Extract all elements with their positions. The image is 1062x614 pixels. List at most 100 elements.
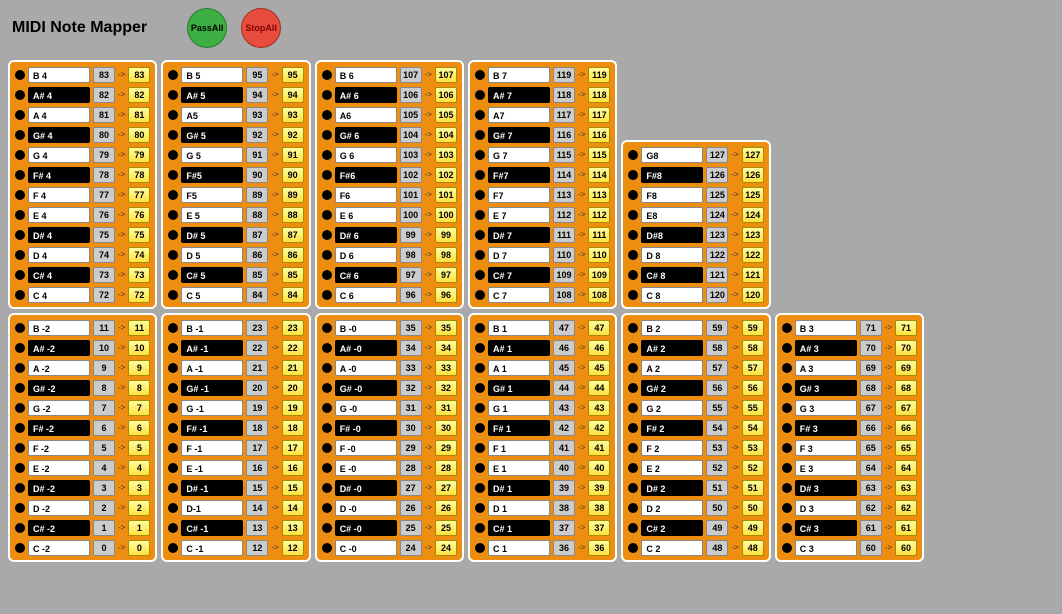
note-in-value[interactable]: 3 xyxy=(93,480,115,496)
note-label[interactable]: C -0 xyxy=(335,540,397,556)
note-in-value[interactable]: 15 xyxy=(246,480,268,496)
note-indicator-dot[interactable] xyxy=(322,290,332,300)
note-indicator-dot[interactable] xyxy=(168,503,178,513)
note-out-value[interactable]: 83 xyxy=(128,67,150,83)
note-indicator-dot[interactable] xyxy=(782,423,792,433)
note-indicator-dot[interactable] xyxy=(168,110,178,120)
note-indicator-dot[interactable] xyxy=(322,523,332,533)
note-in-value[interactable]: 67 xyxy=(860,400,882,416)
note-label[interactable]: G 4 xyxy=(28,147,90,163)
note-label[interactable]: C 5 xyxy=(181,287,243,303)
note-indicator-dot[interactable] xyxy=(628,290,638,300)
note-indicator-dot[interactable] xyxy=(475,323,485,333)
note-in-value[interactable]: 115 xyxy=(553,147,575,163)
note-in-value[interactable]: 58 xyxy=(706,340,728,356)
note-out-value[interactable]: 120 xyxy=(742,287,764,303)
note-in-value[interactable]: 60 xyxy=(860,540,882,556)
note-in-value[interactable]: 126 xyxy=(706,167,728,183)
note-label[interactable]: A 4 xyxy=(28,107,90,123)
note-in-value[interactable]: 110 xyxy=(553,247,575,263)
note-label[interactable]: C 8 xyxy=(641,287,703,303)
note-indicator-dot[interactable] xyxy=(168,130,178,140)
note-label[interactable]: D# 6 xyxy=(335,227,397,243)
note-out-value[interactable]: 49 xyxy=(742,520,764,536)
note-indicator-dot[interactable] xyxy=(15,190,25,200)
note-label[interactable]: D# 7 xyxy=(488,227,550,243)
note-indicator-dot[interactable] xyxy=(628,423,638,433)
note-indicator-dot[interactable] xyxy=(15,130,25,140)
note-indicator-dot[interactable] xyxy=(628,250,638,260)
note-out-value[interactable]: 100 xyxy=(435,207,457,223)
note-out-value[interactable]: 6 xyxy=(128,420,150,436)
note-label[interactable]: D# 3 xyxy=(795,480,857,496)
note-out-value[interactable]: 78 xyxy=(128,167,150,183)
note-label[interactable]: G# 4 xyxy=(28,127,90,143)
note-in-value[interactable]: 102 xyxy=(400,167,422,183)
note-out-value[interactable]: 56 xyxy=(742,380,764,396)
note-label[interactable]: E8 xyxy=(641,207,703,223)
note-in-value[interactable]: 53 xyxy=(706,440,728,456)
note-label[interactable]: F 2 xyxy=(641,440,703,456)
note-out-value[interactable]: 55 xyxy=(742,400,764,416)
note-indicator-dot[interactable] xyxy=(322,270,332,280)
note-out-value[interactable]: 24 xyxy=(435,540,457,556)
note-in-value[interactable]: 31 xyxy=(400,400,422,416)
note-out-value[interactable]: 64 xyxy=(895,460,917,476)
note-out-value[interactable]: 96 xyxy=(435,287,457,303)
note-in-value[interactable]: 42 xyxy=(553,420,575,436)
note-in-value[interactable]: 104 xyxy=(400,127,422,143)
note-in-value[interactable]: 9 xyxy=(93,360,115,376)
note-out-value[interactable]: 60 xyxy=(895,540,917,556)
note-in-value[interactable]: 48 xyxy=(706,540,728,556)
note-label[interactable]: D 1 xyxy=(488,500,550,516)
note-indicator-dot[interactable] xyxy=(475,110,485,120)
note-indicator-dot[interactable] xyxy=(168,463,178,473)
note-indicator-dot[interactable] xyxy=(475,463,485,473)
note-in-value[interactable]: 65 xyxy=(860,440,882,456)
note-out-value[interactable]: 44 xyxy=(588,380,610,396)
note-in-value[interactable]: 16 xyxy=(246,460,268,476)
note-out-value[interactable]: 93 xyxy=(282,107,304,123)
note-in-value[interactable]: 44 xyxy=(553,380,575,396)
note-out-value[interactable]: 101 xyxy=(435,187,457,203)
note-out-value[interactable]: 71 xyxy=(895,320,917,336)
note-out-value[interactable]: 73 xyxy=(128,267,150,283)
note-label[interactable]: E -0 xyxy=(335,460,397,476)
note-indicator-dot[interactable] xyxy=(322,423,332,433)
note-label[interactable]: C 4 xyxy=(28,287,90,303)
note-in-value[interactable]: 64 xyxy=(860,460,882,476)
note-in-value[interactable]: 114 xyxy=(553,167,575,183)
note-indicator-dot[interactable] xyxy=(168,523,178,533)
note-out-value[interactable]: 77 xyxy=(128,187,150,203)
note-label[interactable]: C# 6 xyxy=(335,267,397,283)
note-label[interactable]: F# -1 xyxy=(181,420,243,436)
note-out-value[interactable]: 33 xyxy=(435,360,457,376)
note-label[interactable]: E 2 xyxy=(641,460,703,476)
note-indicator-dot[interactable] xyxy=(475,90,485,100)
note-in-value[interactable]: 33 xyxy=(400,360,422,376)
note-label[interactable]: C# 4 xyxy=(28,267,90,283)
note-in-value[interactable]: 12 xyxy=(246,540,268,556)
note-indicator-dot[interactable] xyxy=(322,383,332,393)
note-indicator-dot[interactable] xyxy=(168,250,178,260)
note-in-value[interactable]: 85 xyxy=(246,267,268,283)
note-label[interactable]: F8 xyxy=(641,187,703,203)
note-out-value[interactable]: 111 xyxy=(588,227,610,243)
note-indicator-dot[interactable] xyxy=(475,343,485,353)
note-label[interactable]: G# 3 xyxy=(795,380,857,396)
note-out-value[interactable]: 23 xyxy=(282,320,304,336)
note-in-value[interactable]: 71 xyxy=(860,320,882,336)
note-label[interactable]: A 3 xyxy=(795,360,857,376)
note-label[interactable]: C# 2 xyxy=(641,520,703,536)
note-in-value[interactable]: 95 xyxy=(246,67,268,83)
note-out-value[interactable]: 104 xyxy=(435,127,457,143)
note-indicator-dot[interactable] xyxy=(168,210,178,220)
note-in-value[interactable]: 121 xyxy=(706,267,728,283)
note-in-value[interactable]: 127 xyxy=(706,147,728,163)
note-label[interactable]: F -0 xyxy=(335,440,397,456)
note-indicator-dot[interactable] xyxy=(475,523,485,533)
note-indicator-dot[interactable] xyxy=(782,503,792,513)
note-in-value[interactable]: 80 xyxy=(93,127,115,143)
note-out-value[interactable]: 57 xyxy=(742,360,764,376)
note-out-value[interactable]: 46 xyxy=(588,340,610,356)
